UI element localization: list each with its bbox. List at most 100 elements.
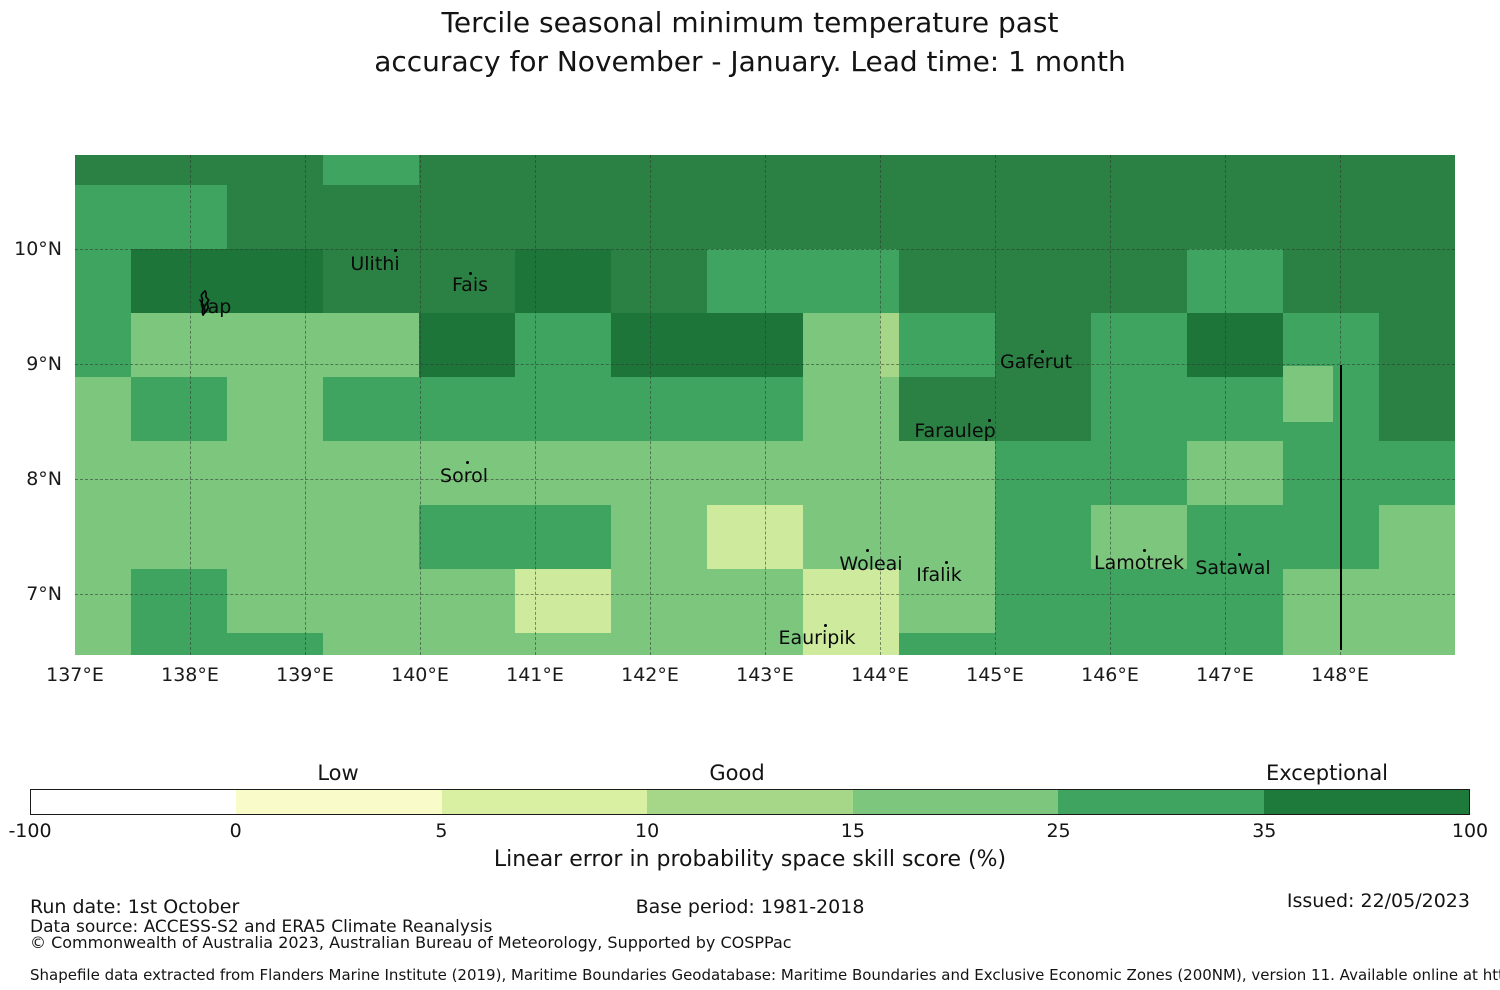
map-cell	[1379, 505, 1455, 570]
map-cell	[611, 633, 708, 655]
map-cell	[899, 441, 996, 506]
map-cell	[803, 249, 900, 314]
colorbar-segment	[236, 790, 442, 814]
island-label: Ulithi	[350, 253, 400, 275]
map-cell	[323, 313, 420, 378]
map-cell	[323, 441, 420, 506]
map-cell	[1379, 633, 1455, 655]
map-cell	[1187, 155, 1284, 186]
figure-title: Tercile seasonal minimum temperature pas…	[0, 3, 1500, 81]
map-cell	[803, 185, 900, 250]
map-cell	[131, 441, 228, 506]
map-cell	[227, 441, 324, 506]
map-cell	[419, 249, 516, 314]
lon-tick-label: 138°E	[161, 664, 219, 686]
map-cell	[1091, 441, 1188, 506]
map-cell	[227, 249, 324, 314]
colorbar-tick-label: 0	[229, 820, 242, 842]
map-cell	[75, 185, 132, 250]
map-cell	[75, 377, 132, 442]
colorbar-tick-label: 15	[840, 820, 865, 842]
lon-tick-label: 139°E	[276, 664, 334, 686]
map-cell	[995, 505, 1092, 570]
map-cell	[1283, 569, 1380, 634]
yap-island-shape	[196, 289, 216, 320]
map-cell	[515, 377, 612, 442]
map-cell	[1091, 633, 1188, 655]
map-cell	[1091, 185, 1188, 250]
map-cell	[75, 633, 132, 655]
map-cell	[1091, 249, 1188, 314]
island-dot	[466, 461, 469, 464]
map-cell	[995, 185, 1092, 250]
lon-tick-label: 146°E	[1081, 664, 1139, 686]
copyright-text: © Commonwealth of Australia 2023, Austra…	[30, 933, 792, 952]
longitude-gridline	[1110, 155, 1111, 655]
eez-boundary-line	[1340, 365, 1342, 650]
map-cell	[1187, 569, 1284, 634]
colorbar-segment	[1263, 790, 1469, 814]
latitude-gridline	[75, 479, 1455, 480]
map-cell	[1283, 249, 1380, 314]
colorbar-bar	[30, 789, 1470, 815]
map-cell	[995, 377, 1092, 442]
map-cell	[515, 249, 612, 314]
map-cell	[1091, 505, 1188, 570]
island-dot	[945, 561, 948, 564]
map-cell	[1187, 313, 1284, 378]
map-cell	[899, 569, 996, 634]
map-cell	[707, 313, 804, 378]
map-cell	[131, 249, 228, 314]
map-cell	[227, 377, 324, 442]
map-cell	[611, 185, 708, 250]
map-cell	[75, 505, 132, 570]
map-cell	[515, 505, 612, 570]
map-cell	[131, 377, 228, 442]
lat-tick-label: 10°N	[14, 238, 62, 260]
map-cell	[1283, 185, 1380, 250]
shapefile-attribution-text: Shapefile data extracted from Flanders M…	[30, 966, 1500, 984]
map-cell	[1379, 313, 1455, 378]
lon-tick-label: 137°E	[46, 664, 104, 686]
map-cell	[803, 441, 900, 506]
map-cell	[515, 633, 612, 655]
colorbar-segment	[852, 790, 1059, 814]
colorbar-tick-label: 10	[635, 820, 660, 842]
lat-tick-label: 7°N	[26, 583, 62, 605]
latitude-gridline	[75, 594, 1455, 595]
map-cell	[995, 569, 1092, 634]
island-label: Eauripik	[778, 627, 856, 649]
island-label: Satawal	[1195, 557, 1271, 579]
map-cell	[707, 155, 804, 186]
map-cell	[1379, 249, 1455, 314]
map-cell	[899, 377, 996, 442]
map-cell	[1283, 633, 1380, 655]
longitude-gridline	[880, 155, 881, 655]
map-cell	[803, 377, 900, 442]
map-cell	[899, 249, 996, 314]
lon-tick-label: 142°E	[621, 664, 679, 686]
map-cell	[419, 505, 516, 570]
map-cell	[1091, 155, 1188, 186]
longitude-gridline	[765, 155, 766, 655]
map-cell	[323, 505, 420, 570]
longitude-gridline	[420, 155, 421, 655]
map-cell	[1187, 505, 1284, 570]
map-cell	[1283, 441, 1380, 506]
map-cell	[419, 155, 516, 186]
map-cell	[1379, 185, 1455, 250]
colorbar-segment	[441, 790, 648, 814]
island-dot	[824, 624, 827, 627]
run-date-text: Run date: 1st October	[30, 896, 240, 918]
map-cell	[1283, 505, 1380, 570]
map-cell	[995, 313, 1092, 378]
map-cell	[995, 441, 1092, 506]
map-cell	[1379, 569, 1455, 634]
island-label: Faraulep	[914, 420, 996, 442]
map-cell	[1091, 313, 1188, 378]
map-cell	[899, 185, 996, 250]
map-cell	[707, 633, 804, 655]
map-cell	[419, 377, 516, 442]
island-label: Yap	[198, 296, 232, 318]
